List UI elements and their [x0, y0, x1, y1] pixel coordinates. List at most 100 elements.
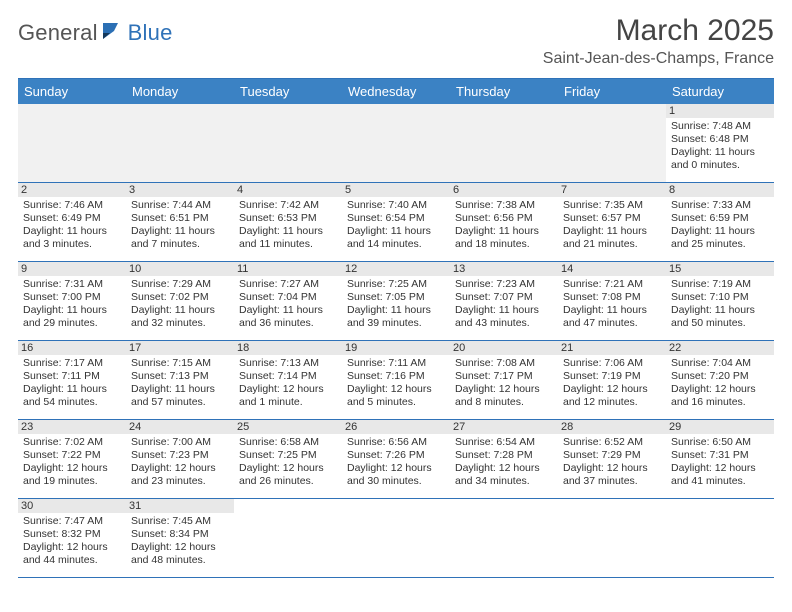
day-info-line: Daylight: 12 hours: [455, 462, 553, 475]
calendar-week: 23Sunrise: 7:02 AMSunset: 7:22 PMDayligh…: [18, 420, 774, 499]
day-info-line: Sunset: 7:13 PM: [131, 370, 229, 383]
day-number: 21: [558, 341, 666, 355]
day-info-line: Sunset: 7:22 PM: [23, 449, 121, 462]
day-info-line: Sunrise: 7:29 AM: [131, 278, 229, 291]
day-number: 14: [558, 262, 666, 276]
day-info-line: Sunset: 6:53 PM: [239, 212, 337, 225]
logo-text-2: Blue: [128, 20, 173, 46]
calendar-week: 2 Sunrise: 7:46 AMSunset: 6:49 PMDaylight…: [18, 183, 774, 262]
day-info: Sunrise: 7:25 AMSunset: 7:05 PMDaylight:…: [347, 278, 445, 331]
day-info-line: and 57 minutes.: [131, 396, 229, 409]
day-info-line: Sunset: 7:02 PM: [131, 291, 229, 304]
empty-cell: [234, 104, 342, 182]
day-info-line: Daylight: 12 hours: [23, 462, 121, 475]
day-info-line: Sunrise: 7:46 AM: [23, 199, 121, 212]
day-info-line: and 32 minutes.: [131, 317, 229, 330]
day-number: 18: [234, 341, 342, 355]
day-info-line: Daylight: 12 hours: [563, 383, 661, 396]
day-info-line: Sunset: 7:20 PM: [671, 370, 769, 383]
day-cell: 22Sunrise: 7:04 AMSunset: 7:20 PMDayligh…: [666, 341, 774, 419]
day-info: Sunrise: 7:47 AMSunset: 8:32 PMDaylight:…: [23, 515, 121, 568]
day-info: Sunrise: 7:02 AMSunset: 7:22 PMDaylight:…: [23, 436, 121, 489]
day-info: Sunrise: 7:15 AMSunset: 7:13 PMDaylight:…: [131, 357, 229, 410]
day-info-line: Daylight: 12 hours: [131, 462, 229, 475]
day-cell: 11Sunrise: 7:27 AMSunset: 7:04 PMDayligh…: [234, 262, 342, 340]
day-info-line: Daylight: 12 hours: [347, 383, 445, 396]
day-info-line: and 8 minutes.: [455, 396, 553, 409]
day-cell: 19Sunrise: 7:11 AMSunset: 7:16 PMDayligh…: [342, 341, 450, 419]
day-cell: 14Sunrise: 7:21 AMSunset: 7:08 PMDayligh…: [558, 262, 666, 340]
empty-cell: [18, 104, 126, 182]
day-info: Sunrise: 7:33 AMSunset: 6:59 PMDaylight:…: [671, 199, 769, 252]
day-header: Friday: [558, 79, 666, 104]
day-info: Sunrise: 7:04 AMSunset: 7:20 PMDaylight:…: [671, 357, 769, 410]
day-cell: 15Sunrise: 7:19 AMSunset: 7:10 PMDayligh…: [666, 262, 774, 340]
calendar-week: 16Sunrise: 7:17 AMSunset: 7:11 PMDayligh…: [18, 341, 774, 420]
day-number: 13: [450, 262, 558, 276]
day-info: Sunrise: 7:48 AMSunset: 6:48 PMDaylight:…: [671, 120, 769, 173]
day-info-line: and 41 minutes.: [671, 475, 769, 488]
day-info-line: Daylight: 12 hours: [563, 462, 661, 475]
day-info-line: Sunset: 7:23 PM: [131, 449, 229, 462]
day-info-line: and 48 minutes.: [131, 554, 229, 567]
day-info-line: and 44 minutes.: [23, 554, 121, 567]
day-info: Sunrise: 7:23 AMSunset: 7:07 PMDaylight:…: [455, 278, 553, 331]
day-info-line: Sunrise: 6:58 AM: [239, 436, 337, 449]
day-cell: 13 Sunrise: 7:23 AMSunset: 7:07 PMDayligh…: [450, 262, 558, 340]
day-header: Wednesday: [342, 79, 450, 104]
day-info-line: Sunrise: 6:50 AM: [671, 436, 769, 449]
empty-cell: [558, 104, 666, 182]
day-cell: 4Sunrise: 7:42 AMSunset: 6:53 PMDaylight…: [234, 183, 342, 261]
day-cell: 23Sunrise: 7:02 AMSunset: 7:22 PMDayligh…: [18, 420, 126, 498]
empty-cell: [342, 499, 450, 577]
empty-cell: [234, 499, 342, 577]
day-info-line: Daylight: 11 hours: [563, 304, 661, 317]
day-info-line: Sunset: 8:34 PM: [131, 528, 229, 541]
day-number: 2: [18, 183, 126, 197]
day-cell: 26Sunrise: 6:56 AMSunset: 7:26 PMDayligh…: [342, 420, 450, 498]
day-info-line: Sunrise: 7:27 AM: [239, 278, 337, 291]
day-info-line: Sunrise: 7:35 AM: [563, 199, 661, 212]
day-info-line: Sunset: 7:25 PM: [239, 449, 337, 462]
day-cell: 17Sunrise: 7:15 AMSunset: 7:13 PMDayligh…: [126, 341, 234, 419]
day-info-line: Sunset: 7:26 PM: [347, 449, 445, 462]
day-info-line: Sunrise: 7:06 AM: [563, 357, 661, 370]
day-cell: 5Sunrise: 7:40 AMSunset: 6:54 PMDaylight…: [342, 183, 450, 261]
day-header: Thursday: [450, 79, 558, 104]
day-number: 19: [342, 341, 450, 355]
day-info-line: Sunset: 7:28 PM: [455, 449, 553, 462]
day-number: 26: [342, 420, 450, 434]
day-number: 6: [450, 183, 558, 197]
calendar-week: 1Sunrise: 7:48 AMSunset: 6:48 PMDaylight…: [18, 104, 774, 183]
header-row: General Blue March 2025 Saint-Jean-des-C…: [18, 14, 774, 68]
day-info-line: Sunset: 8:32 PM: [23, 528, 121, 541]
day-info-line: Sunrise: 7:02 AM: [23, 436, 121, 449]
logo-text-1: General: [18, 20, 98, 46]
day-info-line: Daylight: 11 hours: [131, 383, 229, 396]
day-number: 31: [126, 499, 234, 513]
day-info: Sunrise: 7:46 AMSunset: 6:49 PMDaylight:…: [23, 199, 121, 252]
day-info-line: Daylight: 11 hours: [239, 225, 337, 238]
day-info-line: Sunrise: 7:04 AM: [671, 357, 769, 370]
day-info-line: Sunset: 6:48 PM: [671, 133, 769, 146]
day-header: Monday: [126, 79, 234, 104]
location-label: Saint-Jean-des-Champs, France: [543, 50, 774, 68]
empty-cell: [666, 499, 774, 577]
day-info: Sunrise: 6:58 AMSunset: 7:25 PMDaylight:…: [239, 436, 337, 489]
day-cell: 20Sunrise: 7:08 AMSunset: 7:17 PMDayligh…: [450, 341, 558, 419]
day-info-line: Daylight: 12 hours: [347, 462, 445, 475]
day-header: Sunday: [18, 79, 126, 104]
day-cell: 27Sunrise: 6:54 AMSunset: 7:28 PMDayligh…: [450, 420, 558, 498]
day-info-line: and 34 minutes.: [455, 475, 553, 488]
day-info-line: Sunset: 6:54 PM: [347, 212, 445, 225]
day-cell: 24Sunrise: 7:00 AMSunset: 7:23 PMDayligh…: [126, 420, 234, 498]
day-info: Sunrise: 7:13 AMSunset: 7:14 PMDaylight:…: [239, 357, 337, 410]
day-info: Sunrise: 7:27 AMSunset: 7:04 PMDaylight:…: [239, 278, 337, 331]
day-number: 24: [126, 420, 234, 434]
day-cell: 28Sunrise: 6:52 AMSunset: 7:29 PMDayligh…: [558, 420, 666, 498]
day-info-line: Sunrise: 7:15 AM: [131, 357, 229, 370]
day-number: 8: [666, 183, 774, 197]
day-info-line: and 37 minutes.: [563, 475, 661, 488]
day-number: 15: [666, 262, 774, 276]
day-info-line: Sunrise: 7:23 AM: [455, 278, 553, 291]
